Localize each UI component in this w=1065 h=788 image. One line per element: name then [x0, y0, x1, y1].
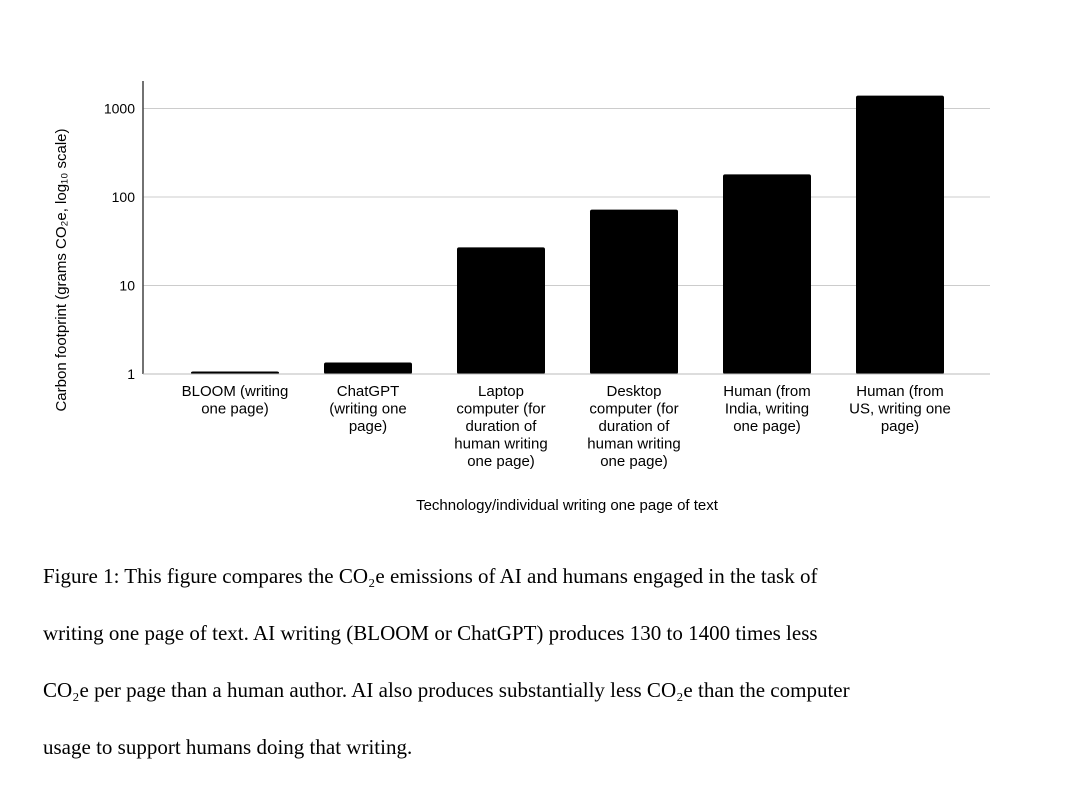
- y-tick-label: 1: [127, 366, 135, 382]
- bar-chart: 1 10 100 1000 BLOOM (writing one page) ChatGP…: [53, 81, 990, 514]
- x-tick-label: Desktop computer (for duration of human wri…: [587, 383, 680, 470]
- caption-line-4: usage to support humans doing that writi…: [43, 735, 413, 759]
- x-tick-label: Human (from US, writing one page): [849, 383, 951, 435]
- bars: [191, 95, 944, 375]
- y-tick-label: 1000: [104, 101, 135, 117]
- x-tick-label: Laptop computer (for duration of human writ…: [454, 383, 547, 470]
- caption-line-1: Figure 1: This figure compares the CO₂e …: [43, 564, 818, 588]
- caption-line-2: writing one page of text. AI writing (BL…: [43, 621, 818, 645]
- y-tick-label: 10: [119, 278, 135, 294]
- figure-caption: Figure 1: This figure compares the CO₂e …: [43, 548, 1023, 776]
- y-tick-labels: 1 10 100 1000: [104, 101, 135, 383]
- y-axis-title: Carbon footprint (grams CO₂e, log₁₀ scal…: [53, 128, 70, 411]
- caption-line-3: CO₂e per page than a human author. AI al…: [43, 678, 850, 702]
- x-tick-label: Human (from India, writing one page): [723, 383, 811, 435]
- bar: [324, 362, 412, 374]
- x-axis-title: Technology/individual writing one page o…: [416, 497, 719, 514]
- bar: [191, 371, 279, 374]
- bar: [723, 174, 811, 374]
- bar: [856, 95, 944, 375]
- x-tick-label: BLOOM (writing one page): [182, 383, 289, 418]
- bar: [590, 209, 678, 374]
- gridlines: [143, 108, 990, 286]
- y-tick-label: 100: [112, 189, 136, 205]
- bar: [457, 247, 545, 374]
- x-tick-labels: BLOOM (writing one page) ChatGPT (writing o…: [182, 383, 951, 470]
- x-tick-label: ChatGPT (writing one page): [329, 383, 407, 435]
